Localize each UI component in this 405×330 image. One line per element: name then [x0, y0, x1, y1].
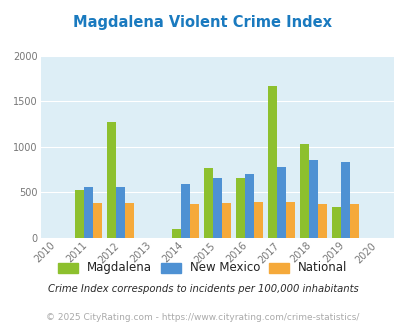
Legend: Magdalena, New Mexico, National: Magdalena, New Mexico, National — [55, 258, 350, 278]
Bar — [349, 204, 358, 238]
Bar — [189, 205, 198, 238]
Bar — [84, 187, 93, 238]
Bar — [180, 183, 189, 238]
Bar — [253, 202, 262, 238]
Text: Magdalena Violent Crime Index: Magdalena Violent Crime Index — [73, 15, 332, 30]
Bar — [75, 189, 84, 238]
Bar — [276, 167, 285, 238]
Bar — [331, 207, 340, 238]
Bar — [235, 178, 244, 238]
Bar — [116, 187, 125, 238]
Text: © 2025 CityRating.com - https://www.cityrating.com/crime-statistics/: © 2025 CityRating.com - https://www.city… — [46, 313, 359, 322]
Bar — [212, 178, 221, 238]
Text: Crime Index corresponds to incidents per 100,000 inhabitants: Crime Index corresponds to incidents per… — [47, 284, 358, 294]
Bar — [125, 203, 134, 238]
Bar — [317, 204, 326, 238]
Bar — [93, 203, 102, 238]
Bar — [285, 202, 294, 238]
Bar — [221, 203, 230, 238]
Bar — [299, 144, 308, 238]
Bar — [203, 168, 212, 238]
Bar — [244, 174, 253, 238]
Bar — [340, 162, 349, 238]
Bar — [267, 86, 276, 238]
Bar — [171, 228, 180, 238]
Bar — [107, 122, 116, 238]
Bar — [308, 160, 317, 238]
